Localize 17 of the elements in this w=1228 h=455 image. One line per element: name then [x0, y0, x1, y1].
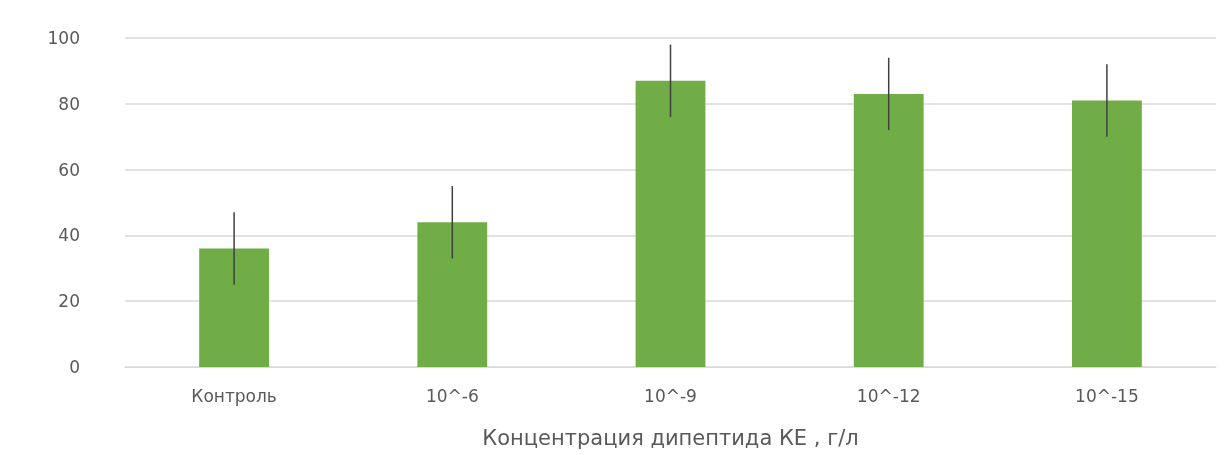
x-tick-label: 10^-15 — [1075, 385, 1139, 406]
y-tick-label: 60 — [58, 159, 80, 180]
bar — [417, 222, 488, 367]
y-tick-label: 40 — [58, 225, 80, 246]
x-tick-label: 10^-6 — [425, 385, 479, 406]
y-tick-label: 20 — [58, 291, 80, 312]
bar — [1071, 100, 1142, 367]
bar — [635, 80, 706, 367]
y-tick-label: 100 — [47, 28, 80, 48]
bar — [853, 93, 924, 367]
x-tick-label: 10^-9 — [644, 385, 697, 406]
x-tick-label: 10^-12 — [856, 385, 921, 406]
y-tick-label: 80 — [58, 93, 80, 114]
bar — [199, 248, 270, 367]
x-axis-title: Концентрация дипептида КЕ , г/л — [482, 425, 859, 450]
x-tick-label: Контроль — [191, 385, 277, 406]
y-tick-label: 0 — [69, 357, 80, 377]
